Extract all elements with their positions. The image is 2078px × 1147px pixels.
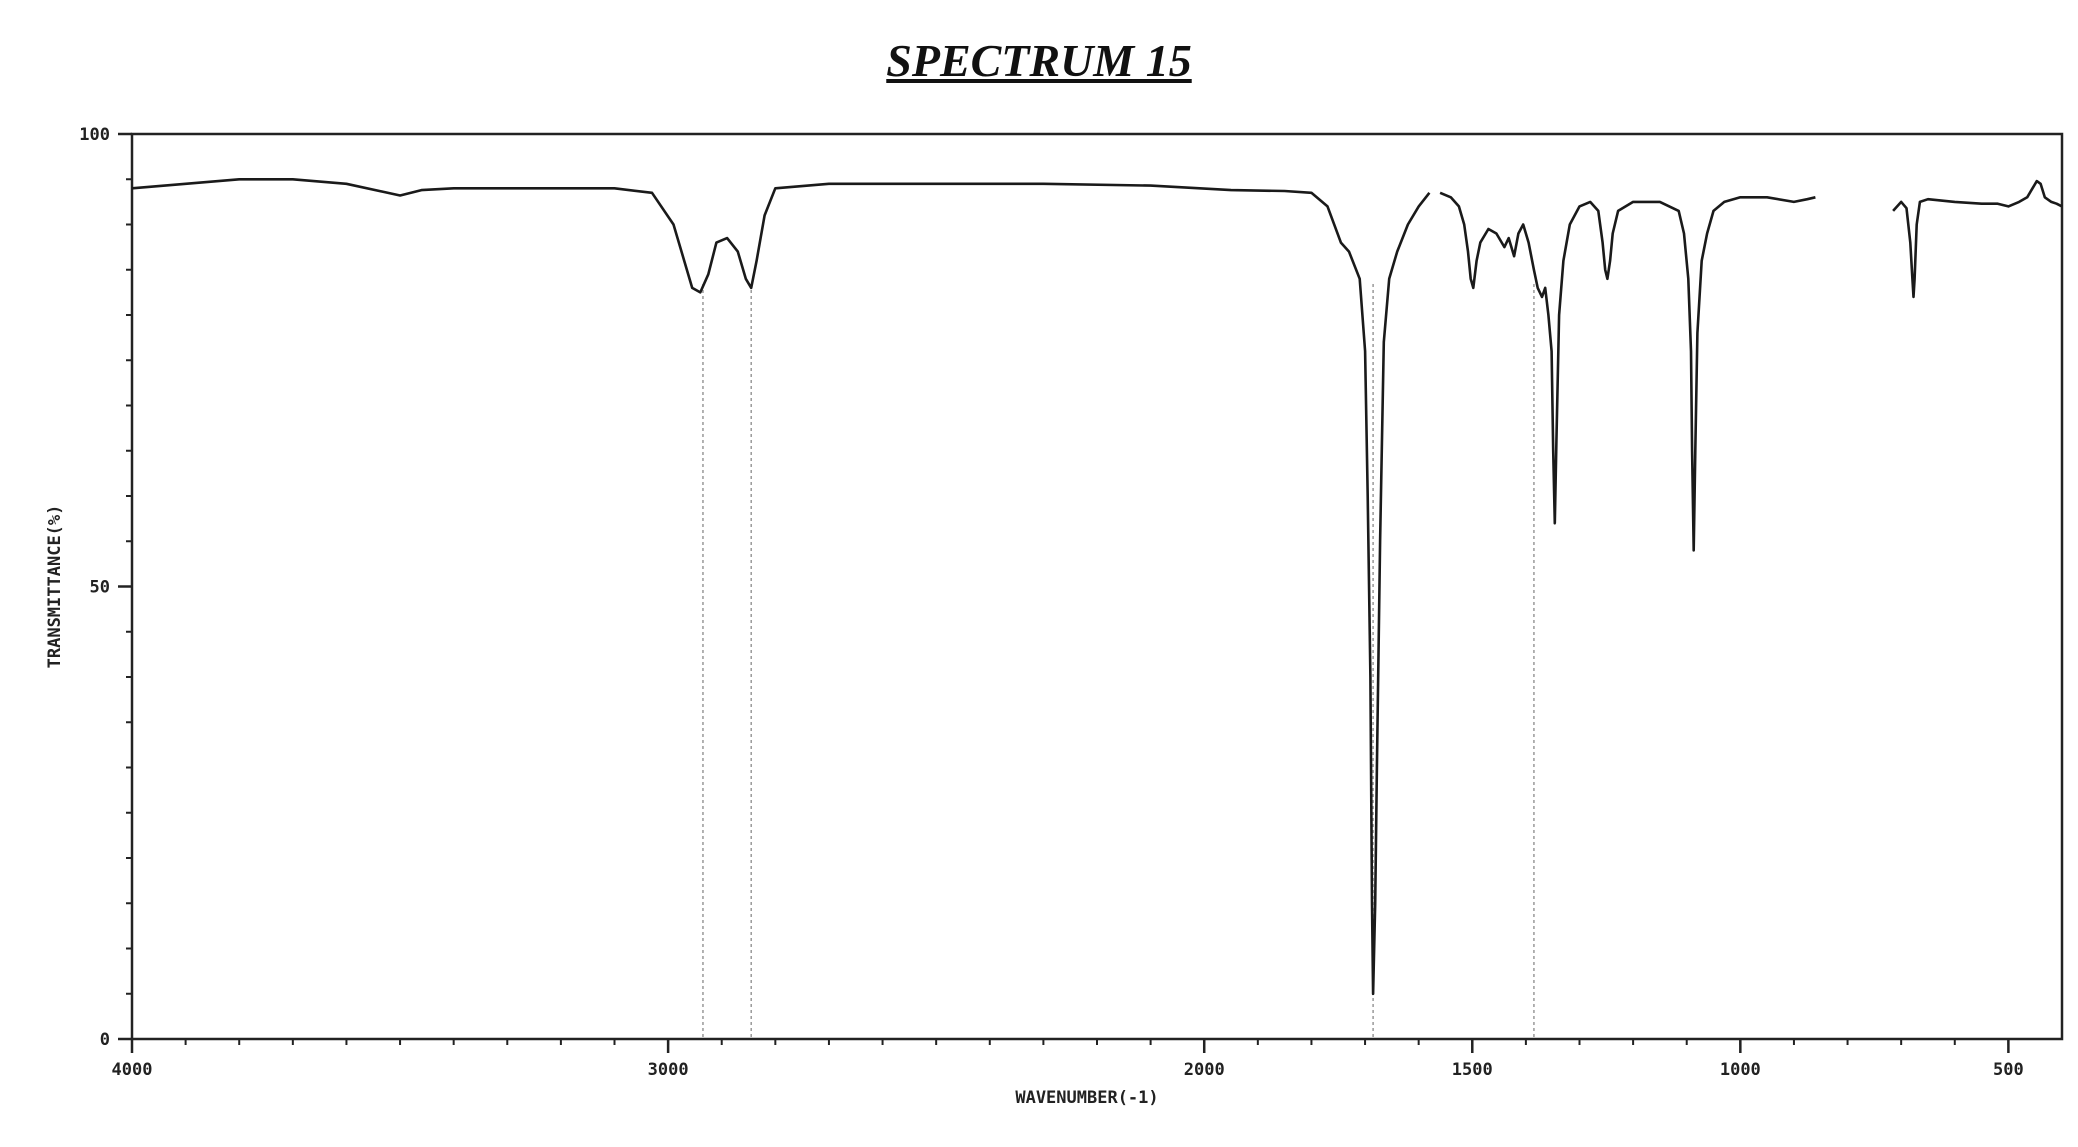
x-tick-label: 4000 [112,1060,153,1080]
y-tick-label: 0 [100,1030,110,1050]
chart-title: SPECTRUM 15 [886,35,1192,86]
spectrum-line [1892,179,2063,299]
x-tick-label: 1000 [1720,1060,1761,1080]
x-axis-label: WAVENUMBER(-1) [1015,1088,1158,1108]
y-tick-label: 50 [90,578,110,598]
x-tick-label: 3000 [648,1060,689,1080]
spectrum-line [131,178,1431,996]
y-axis-label: TRANSMITTANCE(%) [45,505,65,669]
spectrum-line [1439,191,1816,552]
x-tick-label: 2000 [1184,1060,1225,1080]
plot-frame [130,132,2064,1041]
x-tick-label: 500 [1993,1060,2024,1080]
x-tick-label: 1500 [1452,1060,1493,1080]
y-tick-label: 100 [79,125,110,145]
